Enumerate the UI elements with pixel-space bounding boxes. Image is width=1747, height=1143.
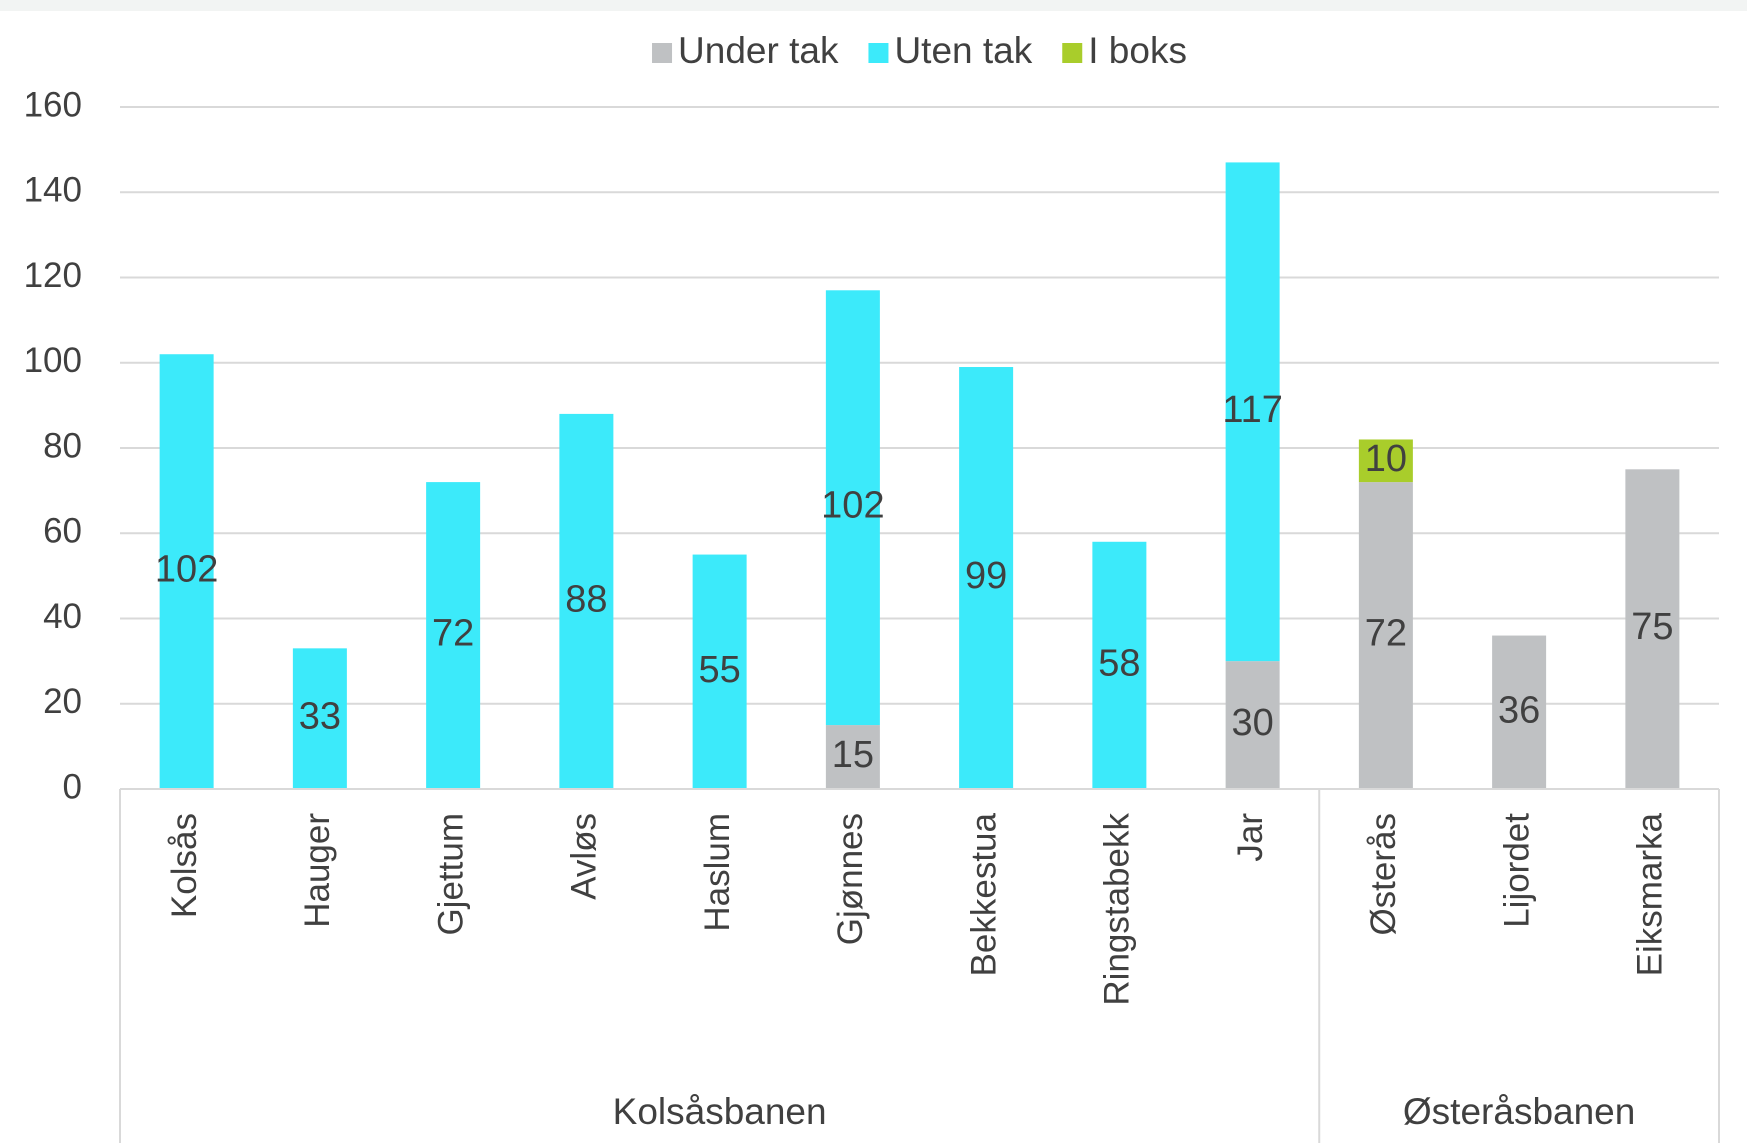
y-tick-label: 80 (43, 426, 82, 465)
legend-label: I boks (1088, 30, 1187, 71)
top-strip (0, 0, 1747, 11)
x-tick-label: Kolsås (165, 813, 204, 918)
x-tick-label: Gjettum (431, 813, 470, 936)
legend: Under tak Uten tak I boks (652, 30, 1187, 71)
data-label: 88 (565, 578, 607, 620)
data-label: 58 (1098, 642, 1140, 684)
x-tick-label: Østerås (1364, 813, 1403, 936)
bar (1492, 635, 1547, 789)
data-label: 99 (965, 555, 1007, 597)
data-label: 55 (698, 649, 740, 691)
bar (1358, 482, 1413, 789)
bar (426, 482, 481, 789)
group-label: Kolsåsbanen (613, 1091, 827, 1132)
group-label: Østeråsbanen (1403, 1091, 1635, 1132)
data-label: 102 (821, 485, 884, 527)
legend-label: Uten tak (894, 30, 1032, 71)
x-tick-label: Jar (1231, 813, 1270, 862)
data-label: 102 (155, 549, 218, 591)
y-tick-label: 20 (43, 682, 82, 721)
y-tick-label: 120 (24, 256, 82, 295)
y-tick-label: 60 (43, 512, 82, 551)
data-label: 36 (1498, 689, 1540, 731)
legend-swatch (1062, 43, 1083, 63)
bar (1092, 541, 1147, 789)
data-label: 30 (1231, 702, 1273, 744)
legend-swatch (868, 43, 889, 63)
y-tick-label: 40 (43, 597, 82, 636)
data-label: 15 (832, 734, 874, 776)
x-tick-label: Ringstabekk (1098, 813, 1137, 1006)
y-tick-label: 140 (24, 171, 82, 210)
bar (692, 554, 747, 789)
bar (559, 413, 614, 789)
x-tick-label: Avløs (565, 813, 604, 900)
data-label: 33 (299, 696, 341, 738)
y-tick-label: 100 (24, 341, 82, 380)
bar (1225, 661, 1280, 789)
data-label: 75 (1631, 606, 1673, 648)
data-label: 72 (1365, 613, 1407, 655)
data-label: 117 (1222, 389, 1283, 431)
bar (1358, 439, 1413, 483)
y-tick-label: 0 (63, 767, 82, 806)
bar (292, 648, 347, 789)
bar (159, 354, 214, 789)
legend-label: Under tak (678, 30, 839, 71)
bar (1625, 469, 1680, 789)
bar (825, 290, 880, 726)
legend-swatch (652, 43, 673, 63)
bar (825, 725, 880, 789)
bar (959, 367, 1014, 789)
bar (1225, 162, 1280, 662)
data-label: 10 (1365, 438, 1407, 480)
x-tick-label: Bekkestua (964, 812, 1003, 976)
y-tick-label: 160 (24, 85, 82, 124)
x-tick-label: Lijordet (1497, 813, 1536, 928)
data-label: 72 (432, 613, 474, 655)
x-tick-label: Hauger (298, 813, 337, 928)
x-tick-label: Eiksmarka (1631, 812, 1670, 976)
x-tick-label: Haslum (698, 813, 737, 932)
x-tick-label: Gjønnes (831, 813, 870, 945)
